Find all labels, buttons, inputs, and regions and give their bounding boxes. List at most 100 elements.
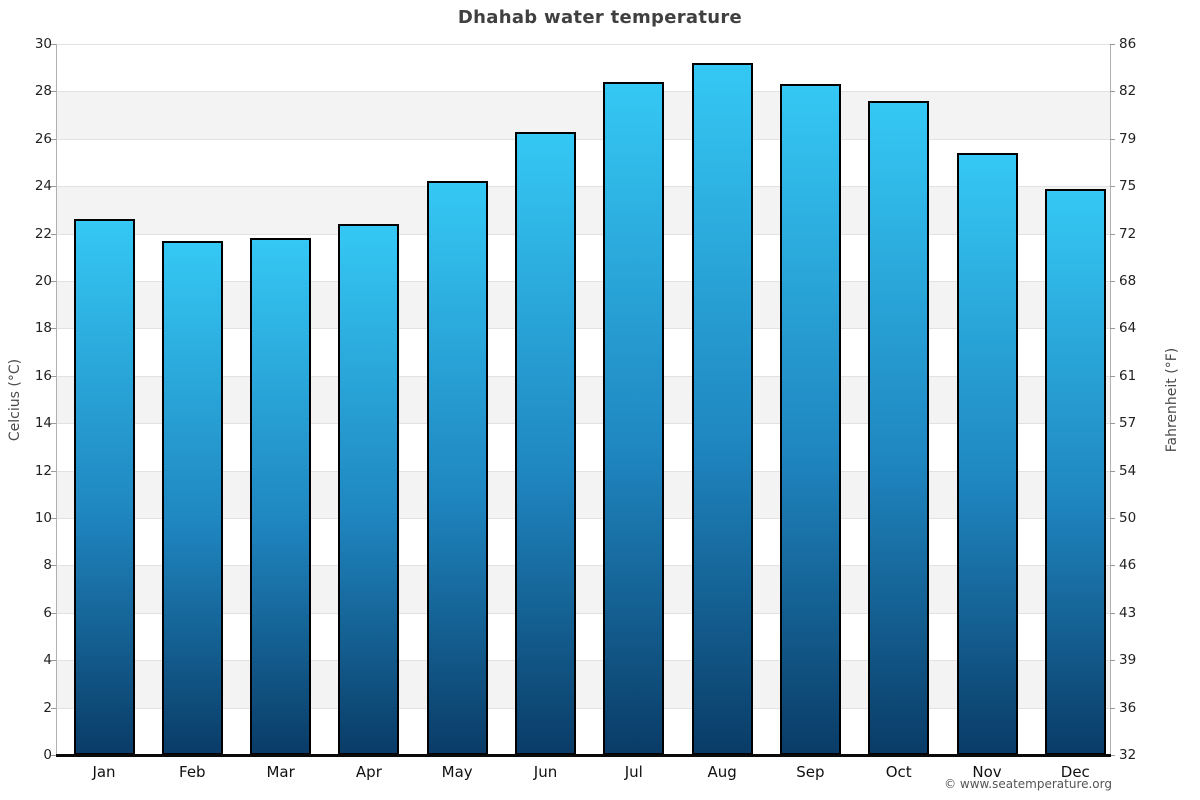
- gridline: [57, 470, 1110, 472]
- fahrenheit-tick-label: 43: [1119, 604, 1137, 621]
- bar-nov: [956, 153, 1018, 755]
- x-axis-baseline: [56, 754, 1111, 757]
- month-label-may: May: [441, 763, 473, 781]
- bar-feb: [161, 240, 223, 755]
- celsius-tick-label: 12: [34, 462, 52, 479]
- grid-band: [57, 328, 1110, 376]
- celsius-tick-label: 10: [34, 510, 52, 526]
- celsius-tick-mark: [51, 612, 56, 614]
- fahrenheit-tick-mark: [1110, 755, 1115, 756]
- fahrenheit-tick-mark: [1110, 612, 1115, 614]
- grid-band: [57, 612, 1110, 661]
- celsius-tick-label: 18: [34, 320, 52, 337]
- grid-band: [57, 233, 1110, 281]
- gridline: [57, 707, 1110, 709]
- fahrenheit-tick-label: 54: [1119, 462, 1137, 479]
- month-label-oct: Oct: [885, 763, 912, 781]
- fahrenheit-tick-label: 64: [1119, 320, 1137, 337]
- fahrenheit-tick-label: 72: [1119, 225, 1137, 242]
- fahrenheit-tick-mark: [1110, 186, 1115, 188]
- celsius-tick-mark: [51, 423, 56, 425]
- celsius-tick-label: 6: [43, 604, 52, 621]
- celsius-tick-mark: [51, 660, 56, 662]
- celsius-tick-label: 22: [34, 225, 52, 242]
- fahrenheit-tick-mark: [1110, 660, 1115, 662]
- month-label-aug: Aug: [707, 763, 737, 781]
- fahrenheit-tick-mark: [1110, 138, 1115, 140]
- fahrenheit-tick-label: 86: [1119, 36, 1137, 52]
- fahrenheit-tick-mark: [1110, 233, 1115, 235]
- celsius-tick-label: 20: [34, 273, 52, 289]
- bar-apr: [338, 224, 400, 755]
- left-axis-line: [56, 44, 57, 757]
- month-label-sep: Sep: [796, 763, 825, 781]
- fahrenheit-tick-label: 57: [1119, 415, 1137, 432]
- celsius-tick-label: 16: [34, 367, 52, 384]
- bar-aug: [691, 62, 753, 755]
- bar-mar: [250, 238, 312, 755]
- grid-band: [57, 91, 1110, 139]
- gridline: [57, 423, 1110, 425]
- bar-jul: [603, 81, 665, 755]
- month-label-mar: Mar: [266, 763, 295, 781]
- gridline: [57, 138, 1110, 140]
- celsius-tick-label: 14: [34, 415, 52, 432]
- copyright-credit: © www.seatemperature.org: [944, 777, 1112, 791]
- gridline: [57, 186, 1110, 188]
- bar-dec: [1044, 188, 1106, 755]
- fahrenheit-tick-mark: [1110, 281, 1115, 282]
- celsius-tick-mark: [51, 186, 56, 188]
- gridline: [57, 281, 1110, 282]
- fahrenheit-tick-label: 46: [1119, 557, 1137, 574]
- fahrenheit-tick-label: 36: [1119, 699, 1137, 716]
- gridline: [57, 612, 1110, 614]
- celsius-tick-mark: [51, 518, 56, 519]
- fahrenheit-tick-mark: [1110, 470, 1115, 472]
- bar-may: [426, 181, 488, 755]
- fahrenheit-tick-mark: [1110, 518, 1115, 519]
- fahrenheit-tick-label: 79: [1119, 130, 1137, 147]
- celsius-tick-label: 24: [34, 178, 52, 195]
- fahrenheit-tick-label: 68: [1119, 273, 1137, 289]
- celsius-tick-mark: [51, 565, 56, 567]
- grid-band: [57, 375, 1110, 424]
- plot-area: [57, 44, 1110, 756]
- fahrenheit-tick-mark: [1110, 423, 1115, 425]
- month-label-dec: Dec: [1060, 763, 1090, 781]
- celsius-tick-label: 4: [43, 652, 52, 669]
- gridline: [57, 660, 1110, 662]
- celsius-tick-label: 2: [43, 699, 52, 716]
- celsius-tick-label: 28: [34, 83, 52, 100]
- celsius-tick-label: 8: [43, 557, 52, 574]
- grid-band: [57, 138, 1110, 187]
- gridline: [57, 328, 1110, 330]
- celsius-tick-mark: [51, 281, 56, 282]
- month-label-nov: Nov: [972, 763, 1002, 781]
- gridline: [57, 233, 1110, 235]
- month-label-jan: Jan: [92, 763, 116, 781]
- celsius-tick-mark: [51, 44, 56, 45]
- celsius-tick-mark: [51, 375, 56, 377]
- y-axis-title-fahrenheit: Fahrenheit (°F): [1164, 347, 1180, 453]
- grid-band: [57, 44, 1110, 92]
- fahrenheit-tick-label: 32: [1119, 747, 1137, 763]
- fahrenheit-tick-label: 82: [1119, 83, 1137, 100]
- gridline: [57, 565, 1110, 567]
- celsius-tick-mark: [51, 233, 56, 235]
- gridline: [57, 375, 1110, 377]
- celsius-tick-label: 26: [34, 130, 52, 147]
- celsius-tick-label: 0: [43, 747, 52, 763]
- celsius-tick-mark: [51, 328, 56, 330]
- fahrenheit-tick-label: 39: [1119, 652, 1137, 669]
- grid-band: [57, 470, 1110, 518]
- bar-sep: [779, 84, 841, 755]
- month-label-feb: Feb: [179, 763, 206, 781]
- celsius-tick-label: 30: [34, 36, 52, 52]
- celsius-tick-mark: [51, 91, 56, 93]
- grid-band: [57, 281, 1110, 329]
- celsius-tick-mark: [51, 470, 56, 472]
- right-axis-line: [1110, 44, 1111, 757]
- celsius-tick-mark: [51, 707, 56, 709]
- grid-band: [57, 565, 1110, 613]
